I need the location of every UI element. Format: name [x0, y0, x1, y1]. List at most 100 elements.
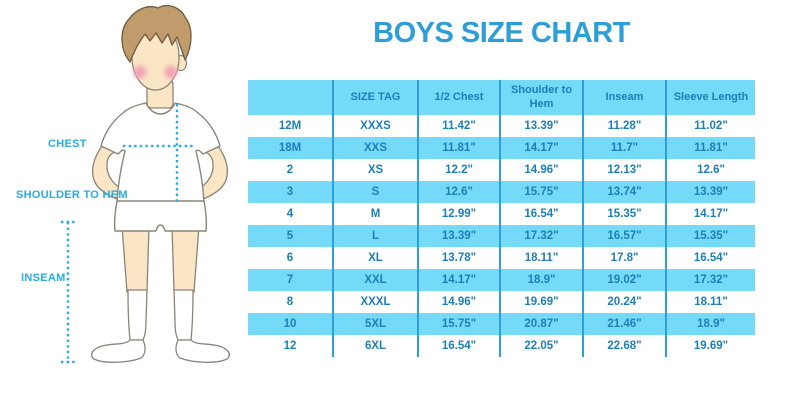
- measurement-cell: L: [333, 225, 419, 247]
- measurement-cell: 11.42": [418, 115, 501, 137]
- table-row: 12 6XL 16.54" 22.05" 22.68" 19.69": [248, 335, 755, 357]
- row-size-label: 2: [248, 159, 334, 181]
- boy-cheek-right: [164, 65, 178, 79]
- boy-cheek-left: [133, 65, 147, 79]
- measurement-cell: 12.13": [583, 159, 667, 181]
- measurement-cell: 15.35": [583, 203, 667, 225]
- boy-sock-right: [173, 289, 194, 341]
- boy-foot-left: [91, 339, 146, 363]
- measurement-cell: 19.69": [500, 291, 584, 313]
- boy-tshirt: [100, 102, 221, 206]
- header-blank: [248, 80, 334, 115]
- measurement-cell: XXL: [333, 269, 419, 291]
- table-row: 3 S 12.6" 15.75" 13.74" 13.39": [248, 181, 755, 203]
- row-size-label: 6: [248, 247, 334, 269]
- boy-leg-right: [171, 225, 200, 293]
- page-title: BOYS SIZE CHART: [373, 17, 630, 49]
- boy-measurement-illustration: CHEST SHOULDER TO HEM INSEAM: [0, 0, 248, 400]
- row-size-label: 3: [248, 181, 334, 203]
- measurement-cell: 14.17": [500, 137, 584, 159]
- boy-leg-left: [121, 225, 150, 293]
- boy-sock-left: [127, 289, 148, 341]
- measurement-cell: 16.54": [418, 335, 501, 357]
- measurement-cell: 15.35": [693, 230, 729, 242]
- table-row: 2 XS 12.2" 14.96" 12.13" 12.6": [248, 159, 755, 181]
- measurement-cell: 14.17": [693, 208, 729, 220]
- header-size-tag: SIZE TAG: [333, 80, 419, 115]
- row-size-label: 12M: [248, 115, 334, 137]
- measurement-cell: 12.2": [418, 159, 501, 181]
- table-row: 8 XXXL 14.96" 19.69" 20.24" 18.11": [248, 291, 755, 313]
- measurement-cell: XS: [333, 159, 419, 181]
- measurement-cell: 16.54": [500, 203, 584, 225]
- measurement-cell: 14.96": [500, 159, 584, 181]
- row-size-label: 18M: [248, 137, 334, 159]
- header-half-chest: 1/2 Chest: [418, 80, 501, 115]
- measurement-cell: 16.54": [693, 252, 729, 264]
- measurement-cell: 11.28": [583, 115, 667, 137]
- measurement-cell: 19.69": [693, 340, 729, 352]
- measurement-cell: XXXS: [333, 115, 419, 137]
- boy-drawing: [61, 4, 230, 364]
- table-row: 18M XXS 11.81" 14.17" 11.7" 11.81": [248, 137, 755, 159]
- measurement-cell: 16.57": [583, 225, 667, 247]
- measurement-cell: XL: [333, 247, 419, 269]
- measurement-cell: M: [333, 203, 419, 225]
- measurement-cell: 18.11": [694, 296, 728, 308]
- measurement-cell: 11.7": [583, 137, 667, 159]
- row-size-label: 8: [248, 291, 334, 313]
- measurement-cell: 11.81": [694, 142, 728, 154]
- measurement-cell: XXXL: [333, 291, 419, 313]
- measurement-cell: 19.02": [583, 269, 667, 291]
- measurement-cell: 18.9": [697, 318, 725, 330]
- table-row: 12M XXXS 11.42" 13.39" 11.28" 11.02": [248, 115, 755, 137]
- row-size-label: 7: [248, 269, 334, 291]
- measurement-cell: 6XL: [333, 335, 419, 357]
- measurement-cell: 13.39": [418, 225, 501, 247]
- measurement-cell: 17.32": [500, 225, 584, 247]
- measurement-cell: 13.74": [583, 181, 667, 203]
- measurement-cell: 14.96": [418, 291, 501, 313]
- measurement-cell: 12.6": [697, 164, 725, 176]
- row-size-label: 5: [248, 225, 334, 247]
- measurement-cell: 13.78": [418, 247, 501, 269]
- measurement-cell: 5XL: [333, 313, 419, 335]
- measurement-cell: 22.05": [500, 335, 584, 357]
- header-shoulder-to-hem: Shoulder to Hem: [500, 80, 584, 115]
- row-size-label: 10: [248, 313, 334, 335]
- table-row: 5 L 13.39" 17.32" 16.57" 15.35": [248, 225, 755, 247]
- measurement-cell: 11.81": [418, 137, 501, 159]
- row-size-label: 4: [248, 203, 334, 225]
- table-row: 7 XXL 14.17" 18.9" 19.02" 17.32": [248, 269, 755, 291]
- boy-hair: [121, 4, 192, 63]
- measurement-cell: 14.17": [418, 269, 501, 291]
- measurement-cell: S: [333, 181, 419, 203]
- inseam-label: INSEAM: [21, 272, 66, 284]
- measurement-cell: 20.24": [583, 291, 667, 313]
- measurement-cell: XXS: [333, 137, 419, 159]
- header-sleeve-length: Sleeve Length: [666, 80, 755, 115]
- chest-label: CHEST: [48, 138, 87, 150]
- size-chart-rows: 12M XXXS 11.42" 13.39" 11.28" 11.02" 18M XXS 11.…: [248, 115, 755, 357]
- measurement-cell: 22.68": [583, 335, 667, 357]
- measurement-cell: 11.02": [694, 120, 728, 132]
- measurement-cell: 12.6": [418, 181, 501, 203]
- measurement-cell: 21.46": [583, 313, 667, 335]
- measurement-cell: 20.87": [500, 313, 584, 335]
- table-row: 4 M 12.99" 16.54" 15.35" 14.17": [248, 203, 755, 225]
- measurement-cell: 17.32": [693, 274, 729, 286]
- measurement-cell: 18.11": [500, 247, 584, 269]
- boy-shorts: [113, 200, 208, 232]
- table-row: 10 5XL 15.75" 20.87" 21.46" 18.9": [248, 313, 755, 335]
- row-size-label: 12: [248, 335, 334, 357]
- size-chart-content: BOYS SIZE CHART SIZE TAG 1/2 Chest Shoul…: [248, 0, 755, 400]
- table-header-row: SIZE TAG 1/2 Chest Shoulder to Hem Insea…: [248, 80, 755, 115]
- size-chart-table: SIZE TAG 1/2 Chest Shoulder to Hem Insea…: [248, 80, 755, 357]
- measurement-cell: 13.39": [693, 186, 729, 198]
- measurement-cell: 12.99": [418, 203, 501, 225]
- measurement-cell: 17.8": [583, 247, 667, 269]
- measurement-cell: 13.39": [500, 115, 584, 137]
- measurement-cell: 15.75": [500, 181, 584, 203]
- boy-foot-right: [175, 339, 230, 363]
